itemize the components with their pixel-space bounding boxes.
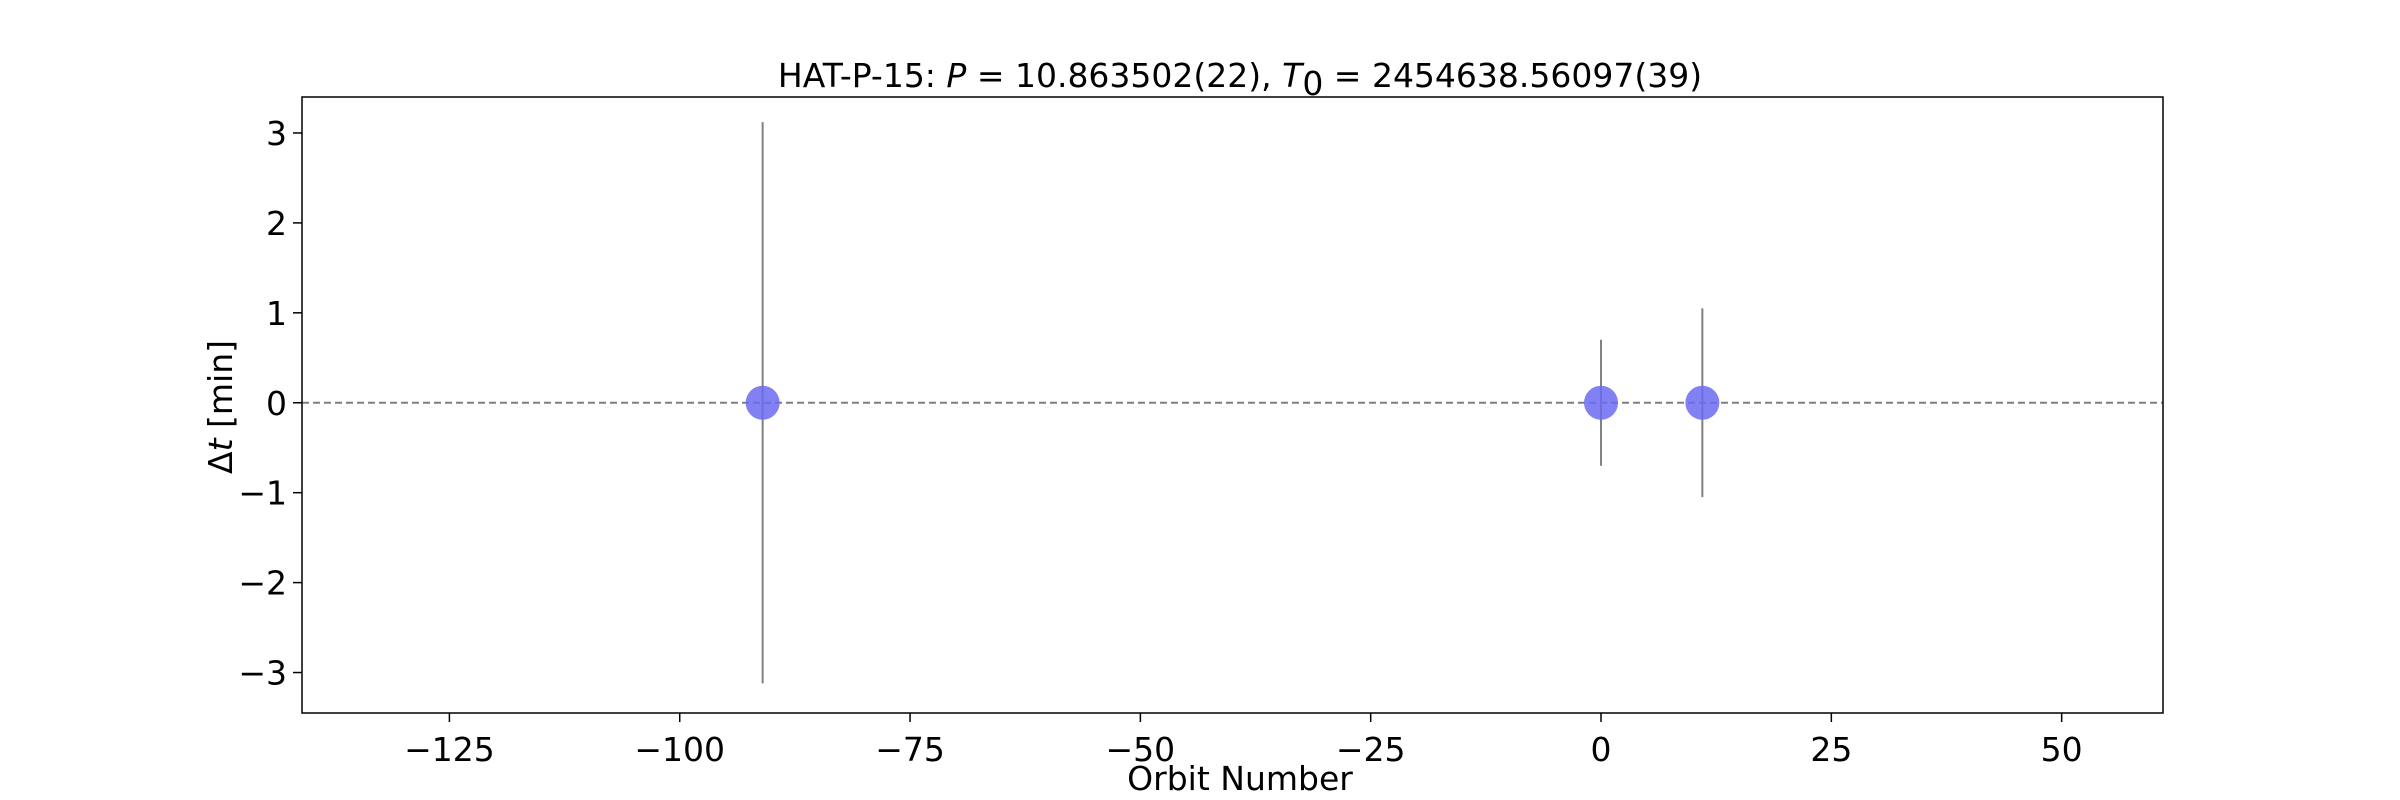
title-t-value: = 2454638.56097(39) [1323, 56, 1702, 95]
y-axis-label: Δt [min] [201, 340, 240, 474]
title-p-value: = 10.863502(22), [966, 56, 1282, 95]
x-tick-label-7: 50 [2041, 730, 2083, 769]
x-tick-label-0: −125 [404, 730, 495, 769]
chart-title: HAT-P-15: P = 10.863502(22), T0 = 245463… [778, 56, 1702, 103]
y-axis-label-unit: [min] [201, 340, 240, 438]
y-tick-label-5: 2 [266, 204, 287, 243]
x-tick-label-6: 25 [1810, 730, 1852, 769]
y-tick-label-4: 1 [266, 294, 287, 333]
y-tick-label-3: 0 [266, 384, 287, 423]
data-point-1 [1584, 385, 1619, 420]
data-point-0 [745, 385, 780, 420]
data-point-2 [1685, 385, 1720, 420]
title-p-symbol: P [946, 56, 966, 95]
y-tick-label-6: 3 [266, 114, 287, 153]
y-tick-label-2: −1 [238, 474, 287, 513]
y-tick-label-1: −2 [238, 564, 287, 603]
x-tick-label-3: −50 [1106, 730, 1176, 769]
title-t-subscript: 0 [1302, 64, 1323, 103]
y-tick-label-0: −3 [238, 654, 287, 693]
plot-frame [301, 96, 2164, 714]
x-axis-label: Orbit Number [1127, 759, 1353, 798]
title-t-symbol: T [1282, 56, 1305, 95]
x-tick-label-1: −100 [634, 730, 725, 769]
x-tick-label-2: −75 [875, 730, 945, 769]
x-tick-label-5: 0 [1591, 730, 1612, 769]
x-tick-label-4: −25 [1336, 730, 1406, 769]
y-axis-label-var: t [201, 437, 240, 451]
title-planet: HAT-P-15: [778, 56, 947, 95]
y-axis-label-delta: Δ [201, 451, 240, 474]
